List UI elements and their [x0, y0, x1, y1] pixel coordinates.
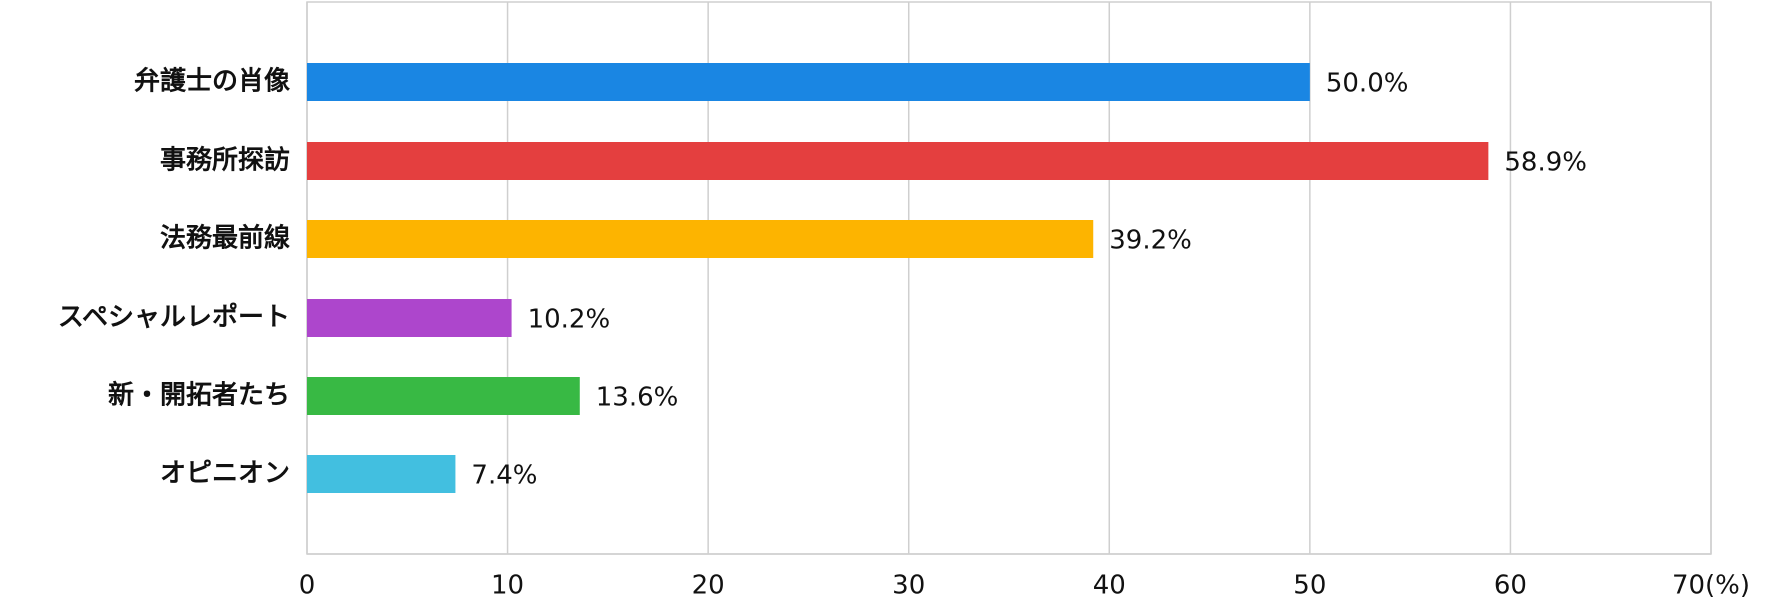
- x-tick-label: 40: [1093, 571, 1126, 601]
- bar: [307, 377, 580, 415]
- value-label: 50.0%: [1326, 69, 1409, 99]
- value-label: 10.2%: [528, 305, 611, 335]
- category-label: 弁護士の肖像: [134, 66, 291, 97]
- x-tick-label: 20: [692, 571, 725, 601]
- category-label: 事務所探訪: [160, 145, 290, 176]
- value-label: 39.2%: [1109, 226, 1192, 256]
- category-label: 法務最前線: [160, 223, 290, 254]
- category-label: スペシャルレポート: [58, 302, 290, 333]
- value-label: 58.9%: [1504, 148, 1587, 178]
- bar: [307, 63, 1310, 101]
- bar: [307, 455, 456, 493]
- bar: [307, 299, 512, 337]
- x-tick-label: 70(%): [1672, 571, 1750, 601]
- value-label: 7.4%: [471, 461, 537, 491]
- x-tick-label: 30: [892, 571, 925, 601]
- value-label: 13.6%: [596, 383, 679, 413]
- bar: [307, 220, 1094, 258]
- category-label: オピニオン: [160, 459, 290, 489]
- bar: [307, 142, 1489, 180]
- x-tick-label: 0: [299, 571, 316, 601]
- x-tick-label: 10: [491, 571, 524, 601]
- category-label: 新・開拓者たち: [108, 380, 290, 411]
- x-tick-label: 60: [1494, 571, 1527, 601]
- x-tick-label: 50: [1293, 571, 1326, 601]
